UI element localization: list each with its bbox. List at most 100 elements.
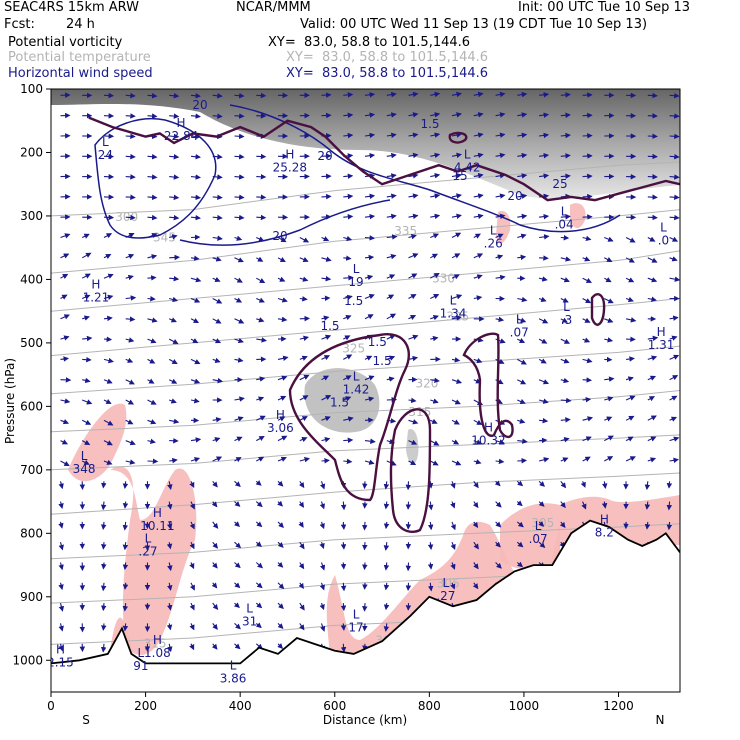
wind-vector bbox=[190, 174, 201, 180]
wind-vector bbox=[517, 317, 527, 323]
wind-vector bbox=[277, 297, 288, 303]
plot-frame bbox=[50, 88, 681, 693]
wind-vector bbox=[81, 252, 92, 259]
wind-vector bbox=[147, 153, 158, 160]
wind-vector bbox=[560, 132, 571, 139]
extremum-value: 10.11 bbox=[140, 519, 174, 533]
wind-vector bbox=[430, 460, 439, 466]
low-marker: L bbox=[490, 224, 497, 238]
wind-vector bbox=[560, 214, 571, 220]
x-tick-label: 200 bbox=[134, 699, 157, 713]
wind-vector bbox=[473, 152, 484, 159]
wind-vector bbox=[582, 173, 593, 180]
wind-vector bbox=[255, 501, 263, 508]
wind-vector bbox=[147, 92, 158, 99]
wind-vector bbox=[666, 501, 673, 511]
low-marker: L bbox=[102, 135, 109, 149]
extremum-value: 1.31 bbox=[648, 338, 675, 352]
low-marker: L bbox=[561, 205, 568, 219]
wind-vector bbox=[168, 317, 177, 323]
wind-vector bbox=[383, 562, 390, 571]
wind-vector bbox=[343, 437, 354, 444]
pv-contour-label: 1.5 bbox=[344, 294, 363, 308]
wind-speed-label: 15 bbox=[452, 169, 467, 183]
wind-vector bbox=[103, 459, 113, 465]
wind-vector bbox=[340, 521, 347, 530]
wind-vector bbox=[560, 501, 566, 509]
wind-vector bbox=[647, 92, 658, 99]
wind-vector bbox=[147, 399, 157, 405]
wind-vector bbox=[103, 440, 113, 446]
wind-vector bbox=[560, 297, 569, 303]
terrain-surface bbox=[51, 519, 680, 665]
wind-vector bbox=[60, 335, 70, 341]
wind-vector bbox=[408, 273, 418, 279]
wind-vector bbox=[277, 561, 284, 568]
wind-vector bbox=[255, 582, 263, 589]
wind-vector bbox=[538, 398, 549, 404]
wind-vector bbox=[604, 456, 614, 462]
wind-vector bbox=[319, 481, 326, 490]
wind-vector bbox=[473, 480, 479, 489]
pv-blob-shading bbox=[304, 368, 380, 433]
wind-vector bbox=[277, 276, 286, 282]
wind-vector bbox=[321, 395, 332, 401]
wind-vector bbox=[495, 132, 506, 138]
wind-vector bbox=[538, 520, 545, 527]
wind-vector bbox=[428, 501, 434, 511]
wind-vector bbox=[430, 253, 438, 259]
x-end-label-south: S bbox=[82, 713, 90, 727]
wind-vector bbox=[473, 253, 484, 259]
wind-vector bbox=[100, 501, 107, 511]
wind-speed-label: 20 bbox=[192, 98, 207, 112]
wind-vector bbox=[212, 541, 218, 549]
wind-vector bbox=[103, 233, 113, 239]
wind-vector bbox=[473, 274, 483, 280]
low-marker: L bbox=[450, 294, 457, 308]
wind-vector bbox=[277, 416, 286, 422]
wind-vector bbox=[408, 253, 419, 259]
wind-vector bbox=[473, 172, 484, 179]
wind-vector bbox=[190, 397, 200, 404]
wind-vector bbox=[277, 623, 284, 629]
wind-vector bbox=[147, 317, 158, 323]
wind-vector bbox=[362, 623, 368, 632]
wind-vector bbox=[669, 194, 680, 201]
extremum-value: 17 bbox=[348, 621, 363, 635]
wind-vector bbox=[298, 562, 305, 570]
wind-vector bbox=[81, 233, 90, 239]
wind-vector bbox=[58, 582, 64, 591]
wind-vector bbox=[383, 542, 390, 551]
wind-vector bbox=[647, 375, 657, 381]
wind-vector bbox=[516, 541, 524, 548]
wind-vector bbox=[364, 152, 376, 159]
wind-vector bbox=[190, 437, 202, 443]
wind-speed-contour bbox=[94, 118, 217, 239]
wind-vector bbox=[472, 521, 479, 528]
legend-wind-xy: XY= 83.0, 58.8 to 101.5,144.6 bbox=[286, 66, 489, 81]
wind-vector bbox=[538, 276, 548, 282]
wind-vector bbox=[408, 173, 419, 179]
wind-vector bbox=[234, 92, 245, 99]
wind-vector bbox=[340, 542, 347, 550]
wind-vector bbox=[539, 255, 549, 261]
wind-vector bbox=[101, 481, 107, 489]
wind-vector bbox=[451, 357, 461, 363]
wind-vector bbox=[343, 335, 351, 341]
wind-vector bbox=[408, 152, 419, 159]
wind-vector bbox=[538, 296, 547, 302]
extremum-value: .07 bbox=[510, 326, 529, 340]
wind-vector bbox=[517, 193, 528, 199]
wind-vector bbox=[277, 395, 287, 401]
wind-vector bbox=[582, 337, 591, 343]
wind-vector bbox=[625, 257, 635, 263]
wind-vector bbox=[189, 623, 195, 631]
wind-vector bbox=[560, 457, 569, 463]
wind-vector bbox=[517, 132, 528, 139]
wind-vector bbox=[211, 643, 218, 650]
y-tick-label: 200 bbox=[20, 145, 43, 159]
wind-vector bbox=[647, 214, 658, 221]
wind-vector bbox=[669, 133, 680, 140]
wind-vector bbox=[451, 399, 461, 405]
wind-vector bbox=[122, 521, 129, 531]
